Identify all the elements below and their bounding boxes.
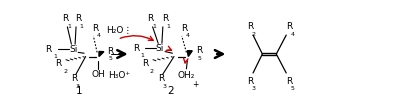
- Text: 5: 5: [197, 56, 201, 61]
- Text: R: R: [158, 74, 164, 83]
- Text: R: R: [196, 46, 202, 55]
- Text: 1: 1: [141, 53, 145, 58]
- Text: Si: Si: [69, 45, 78, 54]
- Text: Si: Si: [156, 44, 164, 53]
- Text: 3: 3: [76, 84, 80, 89]
- Text: OH: OH: [91, 70, 105, 79]
- Text: H₃O⁺: H₃O⁺: [108, 71, 130, 80]
- Text: 4: 4: [185, 33, 189, 38]
- Text: R: R: [247, 77, 253, 86]
- Text: 2: 2: [251, 32, 255, 37]
- Text: R: R: [133, 44, 139, 53]
- Text: R: R: [46, 45, 52, 54]
- Text: 2: 2: [150, 69, 154, 74]
- Text: 3: 3: [251, 86, 255, 91]
- Text: +: +: [192, 80, 198, 89]
- Text: R: R: [92, 24, 99, 33]
- Text: 1: 1: [53, 54, 57, 59]
- Text: R: R: [247, 22, 253, 31]
- Text: R: R: [286, 77, 292, 86]
- Text: R: R: [286, 22, 292, 31]
- Text: 5: 5: [109, 56, 113, 62]
- Text: R: R: [162, 14, 168, 23]
- Text: 1: 1: [76, 86, 82, 96]
- Text: 1: 1: [166, 24, 170, 29]
- Text: R: R: [181, 24, 187, 33]
- Text: H₂O⋮: H₂O⋮: [106, 26, 132, 35]
- Text: 1: 1: [152, 24, 156, 29]
- Text: R: R: [75, 14, 81, 23]
- Text: R: R: [56, 59, 62, 68]
- Text: 4: 4: [97, 33, 101, 38]
- Text: 1: 1: [80, 24, 84, 29]
- Text: R: R: [142, 59, 148, 68]
- Text: 2: 2: [63, 69, 67, 74]
- Text: 5: 5: [291, 86, 295, 91]
- Polygon shape: [187, 51, 192, 56]
- Text: 4: 4: [291, 32, 295, 37]
- Text: 3: 3: [162, 84, 166, 89]
- Polygon shape: [99, 51, 104, 56]
- Text: R: R: [62, 14, 69, 23]
- Text: 1: 1: [67, 24, 71, 29]
- Text: OH₂: OH₂: [178, 71, 195, 80]
- Text: 2: 2: [168, 86, 174, 96]
- Text: R: R: [71, 74, 77, 83]
- Text: R: R: [107, 47, 114, 56]
- Text: R: R: [148, 14, 154, 23]
